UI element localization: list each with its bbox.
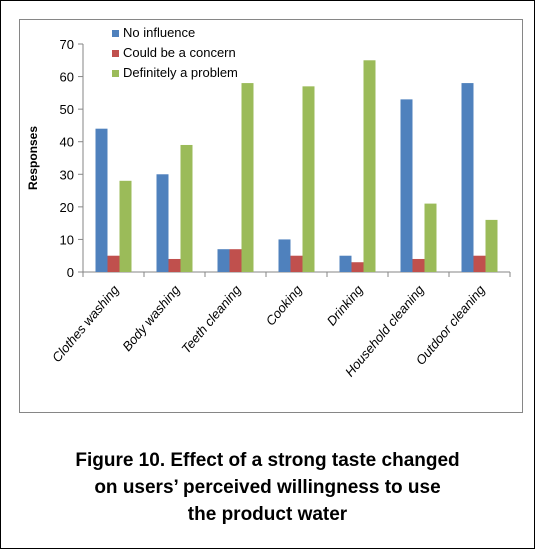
- bar: [485, 219, 498, 272]
- chart-area: 0 10 20 30 40 50 60 70 Clothes washing Body wash…: [19, 19, 523, 413]
- y-tick-label: 40: [60, 135, 74, 150]
- bar: [412, 258, 425, 272]
- legend-label: Definitely a problem: [123, 65, 238, 80]
- y-tick-label: 20: [60, 200, 74, 215]
- bar: [473, 255, 486, 272]
- x-category-label: Clothes washing: [49, 282, 122, 365]
- bar: [168, 258, 181, 272]
- bar: [351, 262, 364, 272]
- y-tick-label: 0: [67, 265, 74, 280]
- bar: [339, 255, 352, 272]
- legend-swatch: [112, 50, 119, 57]
- bar: [241, 83, 254, 272]
- bar: [107, 255, 120, 272]
- y-axis-ticks: 0 10 20 30 40 50 60 70: [60, 37, 511, 280]
- legend-label: Could be a concern: [123, 45, 236, 60]
- bar: [119, 180, 132, 272]
- x-category-label: Teeth cleaning: [178, 282, 244, 357]
- y-tick-label: 50: [60, 102, 74, 117]
- caption-line-3: the product water: [187, 504, 348, 525]
- chart-legend: No influence Could be a concern Definitely…: [112, 25, 238, 80]
- bar: [180, 144, 193, 272]
- x-category-label: Drinking: [324, 282, 367, 329]
- bar: [461, 83, 474, 272]
- bar: [95, 128, 108, 272]
- bar: [156, 174, 169, 272]
- bar: [424, 203, 437, 272]
- y-axis-label: Responses: [26, 126, 40, 190]
- figure-caption: Figure 10. Effect of a strong taste chan…: [1, 447, 534, 528]
- bar: [229, 249, 242, 272]
- x-category-label: Cooking: [263, 282, 306, 329]
- bar: [302, 86, 315, 272]
- legend-label: No influence: [123, 25, 195, 40]
- caption-line-1: Figure 10. Effect of a strong taste chan…: [75, 450, 460, 471]
- y-tick-label: 30: [60, 167, 74, 182]
- y-tick-label: 10: [60, 232, 74, 247]
- y-tick-label: 60: [60, 70, 74, 85]
- bar: [217, 249, 230, 272]
- legend-swatch: [112, 70, 119, 77]
- legend-swatch: [112, 30, 119, 37]
- x-category-label: Body washing: [119, 282, 183, 354]
- chart-bars: [95, 60, 498, 273]
- bar: [290, 255, 303, 272]
- bar: [400, 99, 413, 272]
- y-tick-label: 70: [60, 37, 74, 52]
- bar: [363, 60, 376, 273]
- caption-line-2: on users’ perceived willingness to use: [94, 477, 441, 498]
- bar: [278, 239, 291, 272]
